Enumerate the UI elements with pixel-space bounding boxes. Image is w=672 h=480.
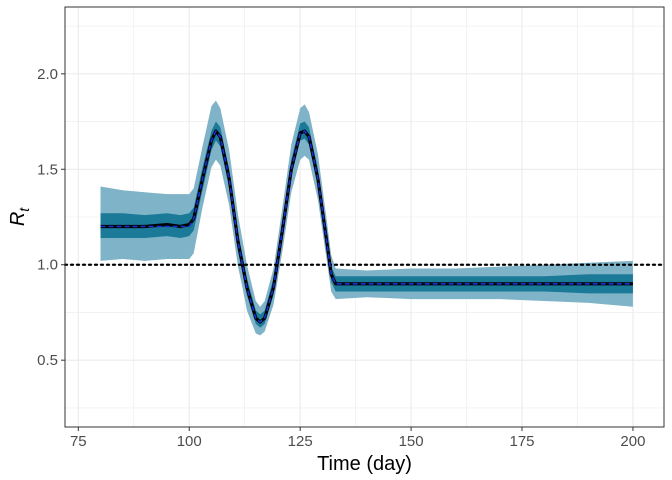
y-axis-title-main: R [7, 212, 29, 226]
x-tick-label: 125 [288, 433, 313, 450]
y-tick-label: 1.5 [37, 161, 58, 178]
y-axis: 0.5 1.0 1.5 2.0 [37, 66, 65, 369]
x-axis-title: Time (day) [317, 453, 412, 475]
x-axis: 75 100 125 150 175 200 [70, 427, 645, 450]
x-tick-label: 175 [509, 433, 534, 450]
x-tick-label: 75 [70, 433, 87, 450]
band-layer [100, 100, 633, 336]
line-layer [100, 129, 633, 324]
y-axis-title: Rt [7, 207, 32, 226]
inner-credible-band [100, 121, 633, 328]
x-tick-label: 200 [620, 433, 645, 450]
x-tick-label: 150 [399, 433, 424, 450]
y-tick-label: 0.5 [37, 352, 58, 369]
panel-border [64, 6, 665, 428]
y-axis-title-subscript: t [16, 207, 32, 212]
y-tick-label: 2.0 [37, 66, 58, 83]
true-value-line [100, 130, 633, 323]
x-tick-label: 100 [177, 433, 202, 450]
y-tick-label: 1.0 [37, 257, 58, 274]
